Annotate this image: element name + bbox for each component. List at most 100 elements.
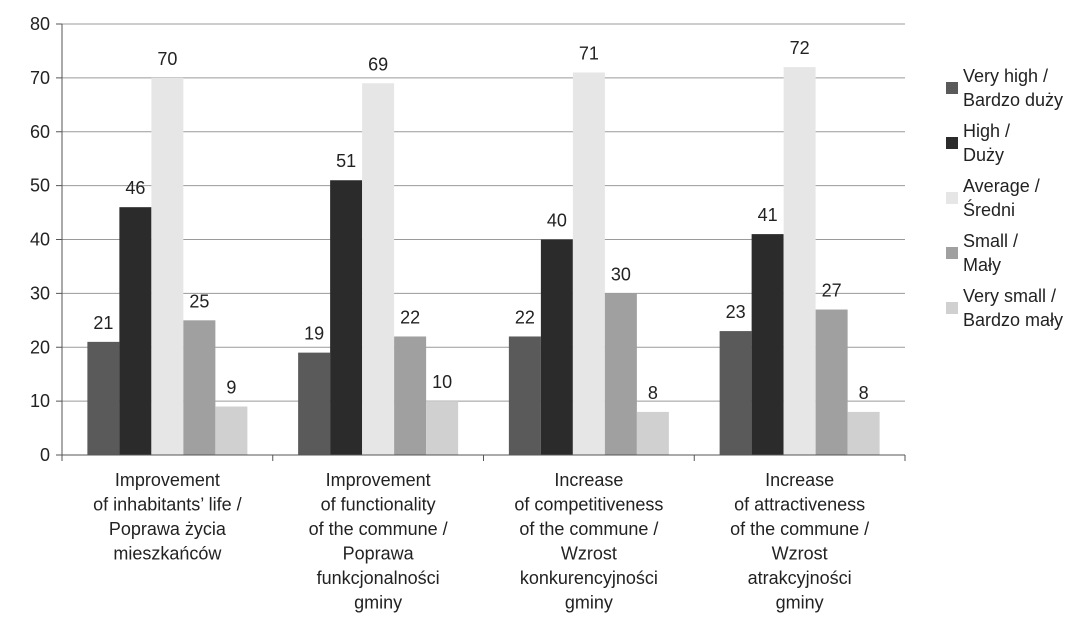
data-label: 51 — [336, 151, 356, 171]
category-label-line: of inhabitants’ life / — [93, 495, 241, 515]
y-tick-label: 80 — [30, 14, 50, 34]
y-tick-label: 0 — [40, 445, 50, 465]
bars — [87, 67, 880, 456]
legend-label-line: Small / — [963, 231, 1018, 251]
data-label: 25 — [189, 291, 209, 311]
category-label-line: of competitiveness — [514, 495, 663, 515]
bar-4-2 — [751, 234, 784, 455]
bar-1-1 — [87, 341, 120, 455]
bar-2-3 — [362, 83, 395, 455]
bar-2-5 — [426, 401, 459, 455]
bar-1-5 — [215, 406, 248, 455]
bar-4-4 — [815, 309, 848, 455]
legend-label-line: Very small / — [963, 286, 1056, 306]
legend-label-line: Mały — [963, 255, 1001, 275]
legend-swatch — [946, 247, 958, 259]
category-label-line: Poprawa życia — [109, 519, 227, 539]
category-label-line: Poprawa — [343, 544, 415, 564]
category-label: Improvement of inhabitants’ life / Poprawa… — [93, 470, 241, 564]
category-label: Increase of attractiveness of the commune … — [730, 470, 869, 613]
data-label: 23 — [726, 302, 746, 322]
category-labels: Improvement of inhabitants’ life / Poprawa… — [93, 470, 869, 613]
data-label: 72 — [790, 38, 810, 58]
bar-1-4 — [183, 320, 216, 455]
data-label: 46 — [125, 178, 145, 198]
category-label-line: of functionality — [321, 495, 436, 515]
legend: Very high / Bardzo duży High / Duży Average … — [946, 66, 1063, 330]
category-label-line: funkcjonalności — [317, 568, 440, 588]
data-label: 27 — [822, 281, 842, 301]
bar-3-5 — [636, 411, 669, 455]
data-label: 22 — [400, 307, 420, 327]
category-label: Increase of competitiveness of the commune… — [514, 470, 663, 613]
legend-label: Average / Średni — [963, 176, 1040, 220]
data-label: 30 — [611, 264, 631, 284]
bar-3-3 — [572, 72, 605, 456]
category-label-line: of the commune / — [519, 519, 658, 539]
category-label-line: of the commune / — [730, 519, 869, 539]
legend-label-line: Average / — [963, 176, 1040, 196]
y-tick-label: 30 — [30, 283, 50, 303]
category-label-line: Improvement — [115, 470, 220, 490]
bar-1-3 — [151, 77, 184, 455]
bar-1-2 — [119, 207, 152, 455]
data-label: 19 — [304, 324, 324, 344]
bar-2-4 — [394, 336, 427, 455]
legend-label-line: High / — [963, 121, 1010, 141]
category-label-line: Wzrost — [772, 544, 828, 564]
y-tick-label: 40 — [30, 230, 50, 250]
legend-label: Small / Mały — [963, 231, 1018, 275]
category-label-line: gminy — [776, 593, 824, 613]
legend-label: High / Duży — [963, 121, 1010, 165]
data-label: 22 — [515, 307, 535, 327]
legend-label: Very small / Bardzo mały — [963, 286, 1063, 330]
data-label: 40 — [547, 211, 567, 231]
y-tick-label: 50 — [30, 176, 50, 196]
data-labels: 21 46 70 25 9 19 51 69 22 10 22 40 71 30 8 23 41 72 27 8 — [93, 38, 868, 403]
bar-3-1 — [508, 336, 541, 455]
category-label: Improvement of functionality of the commun… — [309, 470, 448, 613]
data-label: 8 — [859, 383, 869, 403]
bar-3-4 — [604, 293, 637, 455]
bar-4-3 — [783, 67, 816, 455]
data-label: 9 — [226, 378, 236, 398]
y-tick-label: 10 — [30, 391, 50, 411]
category-label-line: Improvement — [326, 470, 431, 490]
data-label: 10 — [432, 372, 452, 392]
category-label-line: konkurencyjności — [520, 568, 658, 588]
bar-2-2 — [330, 180, 363, 456]
category-label-line: Wzrost — [561, 544, 617, 564]
y-tick-label: 20 — [30, 337, 50, 357]
bar-2-1 — [298, 352, 331, 455]
legend-label-line: Bardzo mały — [963, 310, 1063, 330]
data-label: 41 — [758, 205, 778, 225]
bar-4-1 — [719, 331, 752, 455]
legend-swatch — [946, 137, 958, 149]
data-label: 70 — [157, 49, 177, 69]
y-tick-label: 60 — [30, 122, 50, 142]
legend-swatch — [946, 82, 958, 94]
category-label-line: atrakcyjności — [748, 568, 852, 588]
data-label: 71 — [579, 43, 599, 63]
legend-swatch — [946, 302, 958, 314]
category-label-line: mieszkańców — [113, 544, 222, 564]
legend-label-line: Duży — [963, 145, 1004, 165]
data-label: 69 — [368, 54, 388, 74]
category-label-line: gminy — [565, 593, 613, 613]
data-label: 21 — [93, 313, 113, 333]
category-label-line: Increase — [765, 470, 834, 490]
category-label-line: of attractiveness — [734, 495, 865, 515]
category-label-line: of the commune / — [309, 519, 448, 539]
legend-label-line: Bardzo duży — [963, 90, 1063, 110]
bar-4-5 — [847, 411, 880, 455]
legend-label-line: Very high / — [963, 66, 1048, 86]
data-label: 8 — [648, 383, 658, 403]
legend-swatch — [946, 192, 958, 204]
legend-label: Very high / Bardzo duży — [963, 66, 1063, 110]
category-label-line: gminy — [354, 593, 402, 613]
y-tick-label: 70 — [30, 68, 50, 88]
legend-label-line: Średni — [963, 199, 1015, 220]
category-label-line: Increase — [554, 470, 623, 490]
bar-3-2 — [540, 239, 573, 455]
